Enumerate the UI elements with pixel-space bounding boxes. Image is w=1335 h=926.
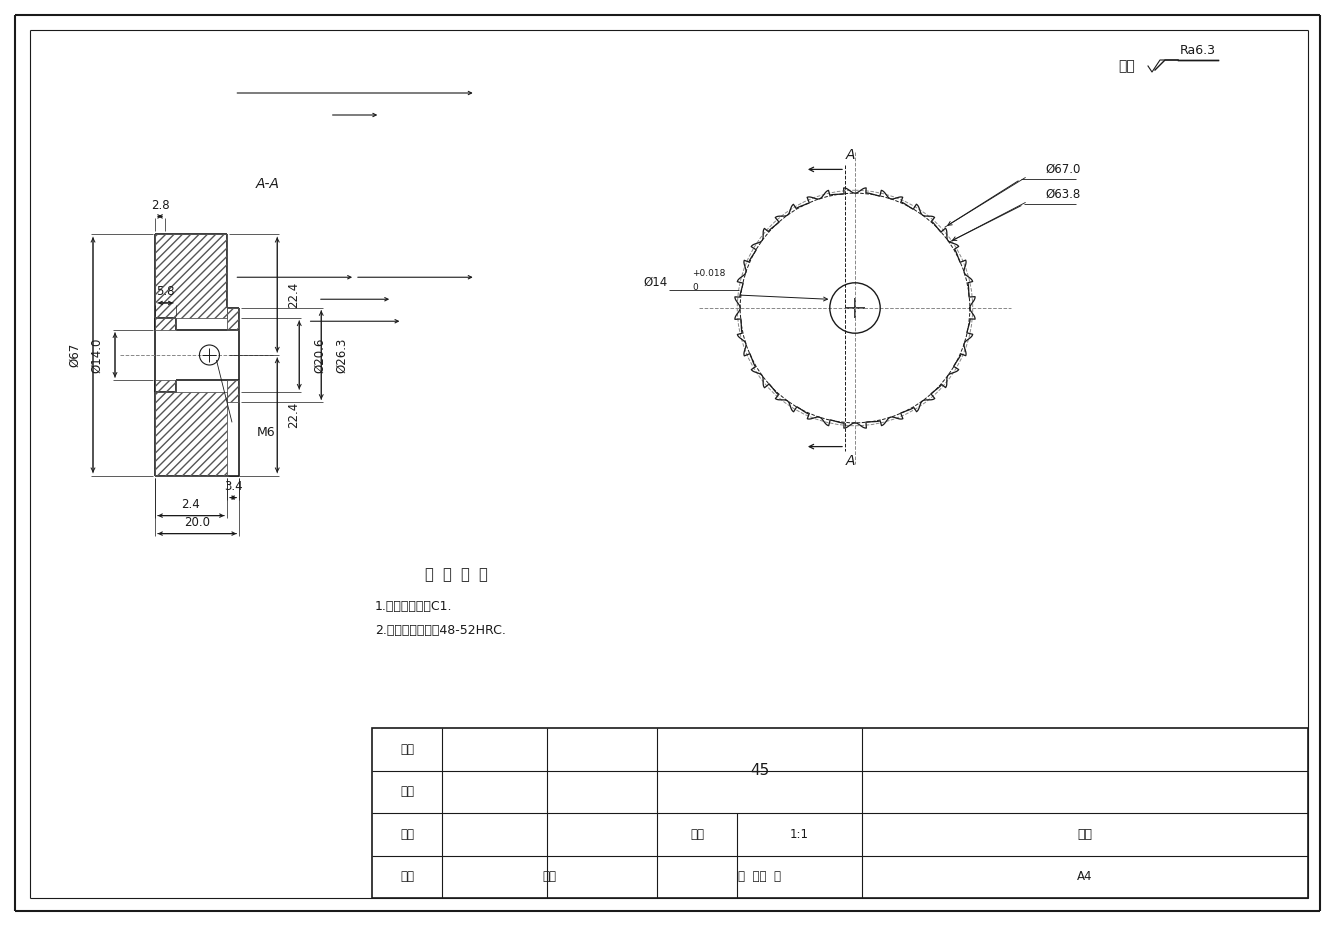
Text: 45: 45 xyxy=(750,763,769,778)
Bar xyxy=(372,728,1308,898)
Text: 2.4: 2.4 xyxy=(182,498,200,511)
Text: 班级: 班级 xyxy=(400,870,414,883)
Text: 校核: 校核 xyxy=(400,785,414,798)
Text: A: A xyxy=(845,148,854,162)
Text: 2.齿面高频淣火：48-52HRC.: 2.齿面高频淣火：48-52HRC. xyxy=(375,624,506,637)
Text: Ra6.3: Ra6.3 xyxy=(1180,44,1216,57)
Text: Ø67: Ø67 xyxy=(68,343,81,367)
Text: Ø26.3: Ø26.3 xyxy=(335,337,347,372)
Bar xyxy=(155,318,176,330)
Text: 3.4: 3.4 xyxy=(224,480,243,494)
Text: 链轮: 链轮 xyxy=(1077,828,1092,841)
Text: 20.0: 20.0 xyxy=(184,516,210,529)
Bar xyxy=(227,307,239,330)
Text: 技  术  要  求: 技 术 要 求 xyxy=(425,568,487,582)
Bar xyxy=(155,381,176,392)
Text: Ø14.0: Ø14.0 xyxy=(91,337,104,372)
Bar xyxy=(155,234,227,318)
Text: Ø63.8: Ø63.8 xyxy=(1045,188,1081,201)
Text: 其余: 其余 xyxy=(1119,59,1135,73)
Text: +0.018: +0.018 xyxy=(693,269,726,279)
Bar xyxy=(155,392,227,476)
Text: 学号: 学号 xyxy=(542,870,557,883)
Text: Ø14: Ø14 xyxy=(643,276,668,289)
Text: M6: M6 xyxy=(258,426,275,439)
Text: 审核: 审核 xyxy=(400,828,414,841)
Text: A: A xyxy=(845,454,854,468)
Text: Ø20.6: Ø20.6 xyxy=(312,337,326,372)
Text: 比例: 比例 xyxy=(690,828,704,841)
Text: 5.8: 5.8 xyxy=(156,285,175,298)
Text: A-A: A-A xyxy=(256,178,280,192)
Text: 22.4: 22.4 xyxy=(287,282,300,307)
Text: 设计: 设计 xyxy=(400,743,414,756)
Text: 0: 0 xyxy=(693,282,698,292)
Text: 共  张第  张: 共 张第 张 xyxy=(738,870,781,883)
Text: Ø67.0: Ø67.0 xyxy=(1045,163,1081,176)
Text: A4: A4 xyxy=(1077,870,1093,883)
Text: 1:1: 1:1 xyxy=(790,828,809,841)
Text: 22.4: 22.4 xyxy=(287,402,300,429)
Text: 1.未注明倒角为C1.: 1.未注明倒角为C1. xyxy=(375,600,453,614)
Bar xyxy=(227,381,239,402)
Text: 2.8: 2.8 xyxy=(151,199,170,212)
